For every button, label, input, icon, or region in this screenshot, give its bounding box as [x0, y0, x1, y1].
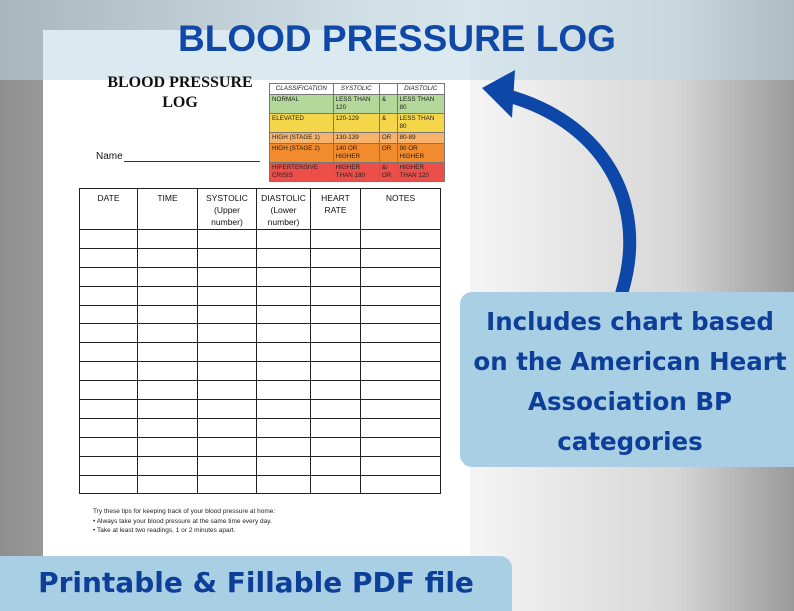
log-cell — [360, 285, 441, 306]
log-cell — [360, 247, 441, 268]
classification-row: ELEVATED 120-129 & LESS THAN 80 — [269, 113, 445, 133]
tip: Try these tips for keeping track of your… — [93, 508, 276, 515]
log-row — [79, 380, 441, 401]
log-cell — [360, 380, 441, 401]
classification-table: CLASSIFICATION SYSTOLIC DIASTOLIC NORMAL… — [269, 83, 445, 182]
document-title: BLOOD PRESSURE LOG — [95, 73, 265, 113]
log-cell — [360, 399, 441, 419]
log-cell — [360, 361, 441, 382]
log-row — [79, 455, 441, 476]
log-row — [79, 417, 441, 438]
classification-row: HIGH (STAGE 1) 130-139 OR 80-89 — [269, 132, 445, 144]
name-label: Name — [96, 151, 123, 162]
banner-band — [0, 0, 794, 80]
title-line: BLOOD PRESSURE — [107, 74, 253, 91]
title-line: LOG — [162, 94, 198, 111]
classification-cell: &/ OR — [378, 162, 398, 182]
tip: • Always take your blood pressure at the… — [93, 517, 272, 525]
log-cell — [360, 304, 441, 325]
classification-row: HIPERTENSIVE CRISIS HIGHER THAN 180 &/ OR H… — [269, 162, 445, 182]
log-row — [79, 247, 441, 268]
log-row — [79, 266, 441, 287]
log-row — [79, 399, 441, 419]
name-line — [124, 161, 260, 162]
callout-box — [460, 292, 794, 467]
log-row — [79, 342, 441, 363]
log-header: NOTES — [360, 188, 441, 230]
log-cell — [360, 342, 441, 363]
log-header: HEART RATE — [310, 188, 361, 230]
log-row — [79, 285, 441, 306]
log-header: TIME — [137, 188, 198, 230]
classification-cell: HIGHER THAN 180 — [332, 162, 380, 182]
footer-box — [0, 556, 512, 611]
log-header: SYSTOLIC (Upper number) — [197, 188, 257, 230]
banner-title: BLOOD PRESSURE LOG — [178, 18, 616, 59]
log-cell — [360, 417, 441, 438]
log-row — [79, 436, 441, 457]
tip: • Take at least two readings, 1 or 2 min… — [93, 527, 236, 535]
log-cell — [360, 455, 441, 476]
classification-cell: HIGHER THAN 120 — [396, 162, 445, 182]
log-cell — [360, 266, 441, 287]
log-cell — [360, 474, 441, 495]
log-row — [79, 474, 441, 495]
log-row — [79, 361, 441, 382]
tips: Try these tips for keeping track of your… — [93, 507, 275, 536]
log-table: DATE TIME SYSTOLIC (Upper number) DIASTOLIC… — [79, 188, 441, 495]
log-row — [79, 304, 441, 325]
log-cell — [360, 323, 441, 344]
log-row — [79, 323, 441, 344]
log-cell — [360, 436, 441, 457]
callout-text: Includes chart based on the American Hea… — [473, 307, 787, 456]
footer-text: Printable & Fillable PDF file — [38, 566, 474, 599]
classification-row: NORMAL LESS THAN 120 & LESS THAN 80 — [269, 94, 445, 114]
